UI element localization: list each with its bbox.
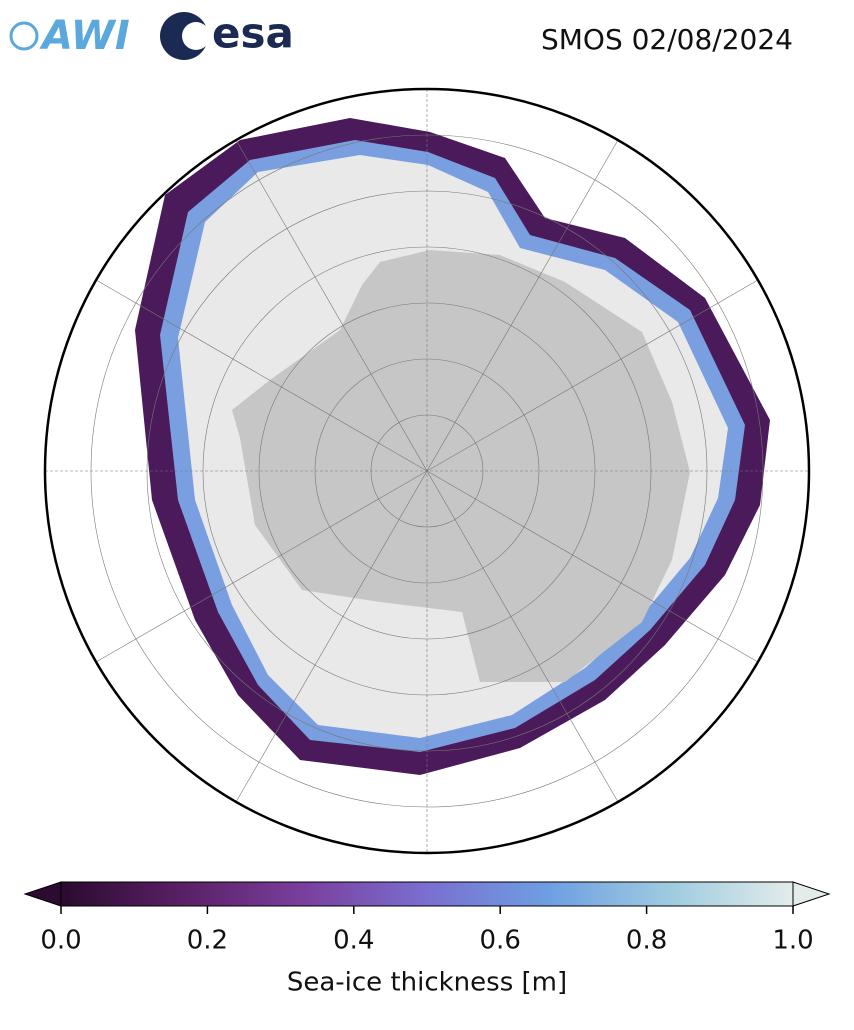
map-boundary <box>43 87 811 855</box>
colorbar-extend-low <box>23 881 62 907</box>
colorbar-extend-high <box>792 881 831 907</box>
logo-awi-text: AWI <box>39 13 130 59</box>
title: SMOS 02/08/2024 <box>541 23 793 56</box>
logo-esa-text: esa <box>212 9 294 58</box>
antarctica <box>232 250 690 682</box>
colorbar-tick-label: 0.0 <box>40 926 81 956</box>
colorbar-tick-label: 0.6 <box>480 926 521 956</box>
colorbar-bar <box>60 881 794 907</box>
map <box>45 89 809 853</box>
colorbar-tick-label: 0.4 <box>333 926 374 956</box>
logo-esa: esa <box>160 9 294 60</box>
colorbar-label: Sea-ice thickness [m] <box>287 968 567 998</box>
colorbar-tick-label: 1.0 <box>772 926 813 956</box>
graticule <box>45 89 809 853</box>
colorbar-tick-label: 0.2 <box>187 926 228 956</box>
logo-awi: AWI <box>9 13 130 59</box>
colorbar <box>23 881 831 907</box>
colorbar-tick-label: 0.8 <box>626 926 667 956</box>
